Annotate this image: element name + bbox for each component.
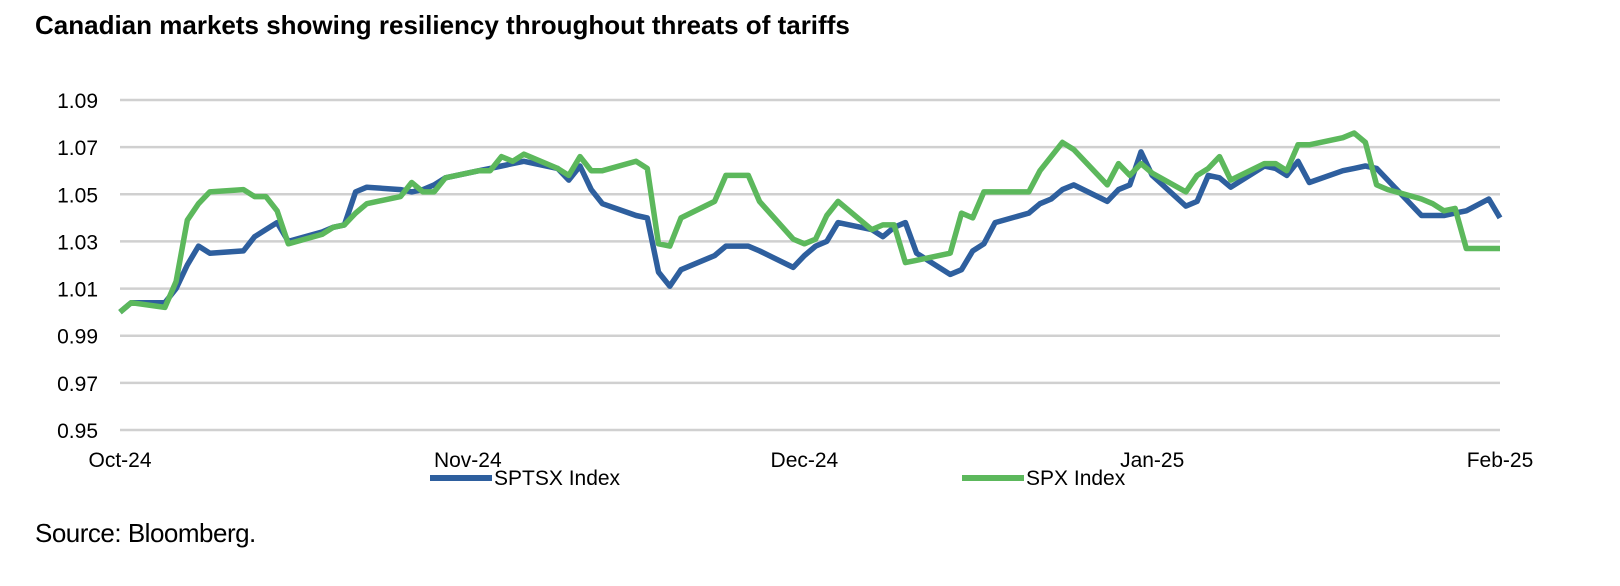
legend-label: SPTSX Index bbox=[494, 467, 621, 490]
grid-lines bbox=[120, 98, 1500, 432]
legend-label: SPX Index bbox=[1026, 467, 1126, 490]
y-tick-label: 0.99 bbox=[57, 326, 98, 349]
y-tick-label: 0.95 bbox=[57, 420, 98, 443]
x-tick-label: Dec-24 bbox=[771, 449, 839, 472]
x-tick-label: Nov-24 bbox=[434, 449, 502, 472]
y-tick-label: 1.09 bbox=[57, 90, 98, 113]
y-tick-label: 1.05 bbox=[57, 184, 98, 207]
legend: SPTSX Index SPX Index bbox=[430, 467, 1126, 490]
x-axis-tick-labels: Oct-24 Nov-24 Dec-24 Jan-25 Feb-25 bbox=[88, 449, 1533, 472]
y-tick-label: 1.03 bbox=[57, 231, 98, 254]
source-note: Source: Bloomberg. bbox=[35, 518, 256, 548]
y-tick-label: 1.07 bbox=[57, 137, 98, 160]
x-tick-label: Feb-25 bbox=[1467, 449, 1534, 472]
series-line-sptsx bbox=[118, 149, 1503, 315]
series-lines bbox=[118, 130, 1503, 315]
series-line-spx bbox=[118, 130, 1500, 315]
y-tick-label: 1.01 bbox=[57, 279, 98, 302]
y-axis-tick-labels: 1.09 1.07 1.05 1.03 1.01 0.99 0.97 0.95 bbox=[57, 90, 98, 443]
chart-title: Canadian markets showing resiliency thro… bbox=[35, 10, 850, 40]
y-tick-label: 0.97 bbox=[57, 373, 98, 396]
x-tick-label: Oct-24 bbox=[88, 449, 151, 472]
x-tick-label: Jan-25 bbox=[1120, 449, 1184, 472]
